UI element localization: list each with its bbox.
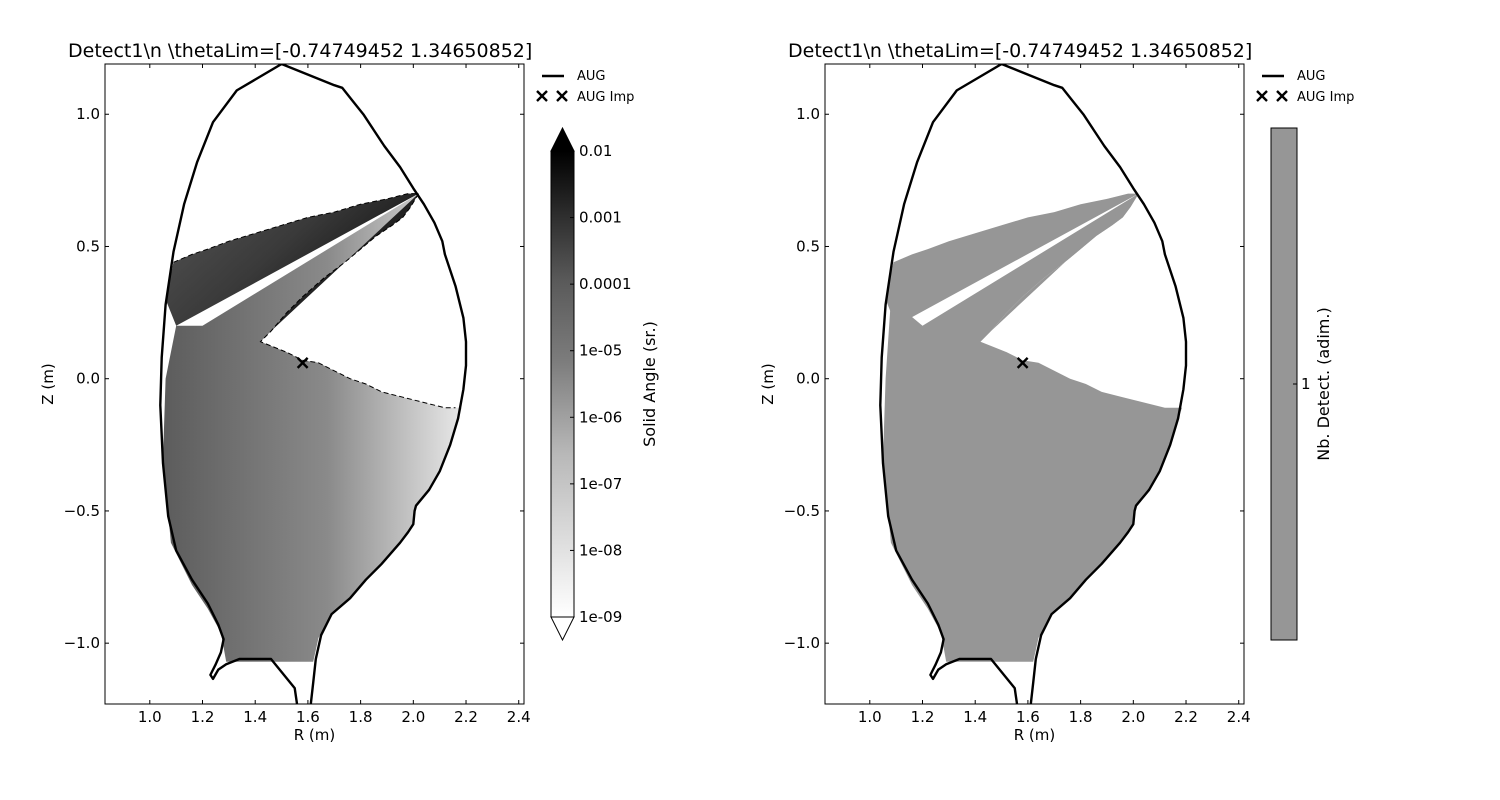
x-tick-label: 2.0: [401, 708, 425, 726]
colorbar-tick-label: 1: [1301, 375, 1311, 393]
solid-angle-lower-region: [163, 193, 463, 662]
y-tick-label: −0.5: [64, 502, 100, 520]
y-tick-label: −1.0: [784, 634, 820, 652]
x-tick-label: 2.0: [1121, 708, 1145, 726]
axes-frame: [104, 63, 525, 705]
colorbar-body: [1270, 127, 1298, 641]
legend-label: AUG Imp: [577, 90, 634, 105]
legend: AUG AUG Imp: [1256, 69, 1354, 105]
x-tick-label: 1.6: [296, 708, 320, 726]
x-tick-label: 1.4: [243, 708, 267, 726]
colorbar-tick-label: 0.0001: [579, 275, 632, 293]
chart-title: Detect1\n \thetaLim=[-0.74749452 1.34650…: [788, 40, 1252, 62]
x-axis-label: R (m): [294, 726, 336, 744]
y-tick-label: 0.0: [796, 370, 820, 388]
legend: AUG AUG Imp: [536, 69, 634, 105]
legend-cross-swatch: [536, 90, 548, 102]
colorbar-extend-top: [550, 126, 575, 152]
colorbar-body: [550, 150, 575, 618]
x-tick-label: 1.8: [349, 708, 373, 726]
x-tick-label: 1.6: [1016, 708, 1040, 726]
impact-point-marker: [1016, 356, 1029, 369]
x-axis-label: R (m): [1014, 726, 1056, 744]
plot-content: [879, 64, 1188, 704]
x-tick-label: 1.2: [191, 708, 215, 726]
colorbar-tick-label: 0.001: [579, 209, 622, 227]
y-tick-label: 0.5: [76, 237, 100, 255]
y-axis-label: Z (m): [759, 363, 777, 404]
colorbar-tick-label: 1e-08: [579, 541, 622, 559]
vessel-outline-line: [159, 64, 468, 704]
x-tick-label: 2.2: [454, 708, 478, 726]
solid-angle-cone-region: [165, 193, 419, 332]
axes-frame: [824, 63, 1245, 705]
contour-boundary-inner: [259, 193, 456, 409]
x-tick-label: 1.2: [911, 708, 935, 726]
x-tick-label: 2.4: [507, 708, 531, 726]
solid-angle-axes: 1.0 1.2 1.4 1.6 1.8 2.0 2.2 2.4 −1.0 −0.5 0.0 0.5 1.…: [39, 40, 634, 744]
legend-label: AUG: [577, 69, 605, 84]
y-tick-label: 1.0: [796, 105, 820, 123]
colorbar-tick-label: 1e-09: [579, 608, 622, 626]
x-tick-label: 2.4: [1227, 708, 1251, 726]
x-tick-label: 2.2: [1174, 708, 1198, 726]
detector-count-colorbar: 1 Nb. Detect. (adim.): [1270, 127, 1333, 641]
solid-angle-colorbar: 0.01 0.001 0.0001 1e-05 1e-06 1e-07 1e-08 1e-09…: [550, 126, 659, 642]
y-tick-label: 1.0: [76, 105, 100, 123]
colorbar-tick-label: 1e-07: [579, 475, 622, 493]
x-tick-label: 1.0: [858, 708, 882, 726]
colorbar-extend-bottom: [550, 616, 575, 642]
detector-lower-region: [883, 193, 1183, 662]
legend-cross-swatch: [1256, 90, 1268, 102]
legend-label: AUG: [1297, 69, 1325, 84]
y-tick-label: 0.0: [76, 370, 100, 388]
x-tick-label: 1.4: [963, 708, 987, 726]
x-tick-label: 1.0: [138, 708, 162, 726]
y-tick-label: −1.0: [64, 634, 100, 652]
detector-count-axes: 1.0 1.2 1.4 1.6 1.8 2.0 2.2 2.4 −1.0 −0.5 0.0 0.5 1.…: [759, 40, 1354, 744]
x-tick-label: 1.8: [1069, 708, 1093, 726]
colorbar-tick-label: 1e-06: [579, 408, 622, 426]
legend-cross-swatch: [556, 90, 568, 102]
legend-label: AUG Imp: [1297, 90, 1354, 105]
y-tick-label: −0.5: [784, 502, 820, 520]
contour-boundary-upper: [173, 193, 419, 263]
y-tick-label: 0.5: [796, 237, 820, 255]
y-axis-label: Z (m): [39, 363, 57, 404]
colorbar-tick-label: 0.01: [579, 142, 612, 160]
plot-content: [159, 64, 468, 704]
vessel-outline-line: [879, 64, 1188, 704]
chart-title: Detect1\n \thetaLim=[-0.74749452 1.34650…: [68, 40, 532, 62]
colorbar-label: Nb. Detect. (adim.): [1314, 307, 1333, 460]
colorbar-tick-label: 1e-05: [579, 342, 622, 360]
impact-point-marker: [296, 356, 309, 369]
detector-cone-region: [885, 193, 1139, 332]
colorbar-label: Solid Angle (sr.): [640, 321, 659, 447]
legend-cross-swatch: [1276, 90, 1288, 102]
